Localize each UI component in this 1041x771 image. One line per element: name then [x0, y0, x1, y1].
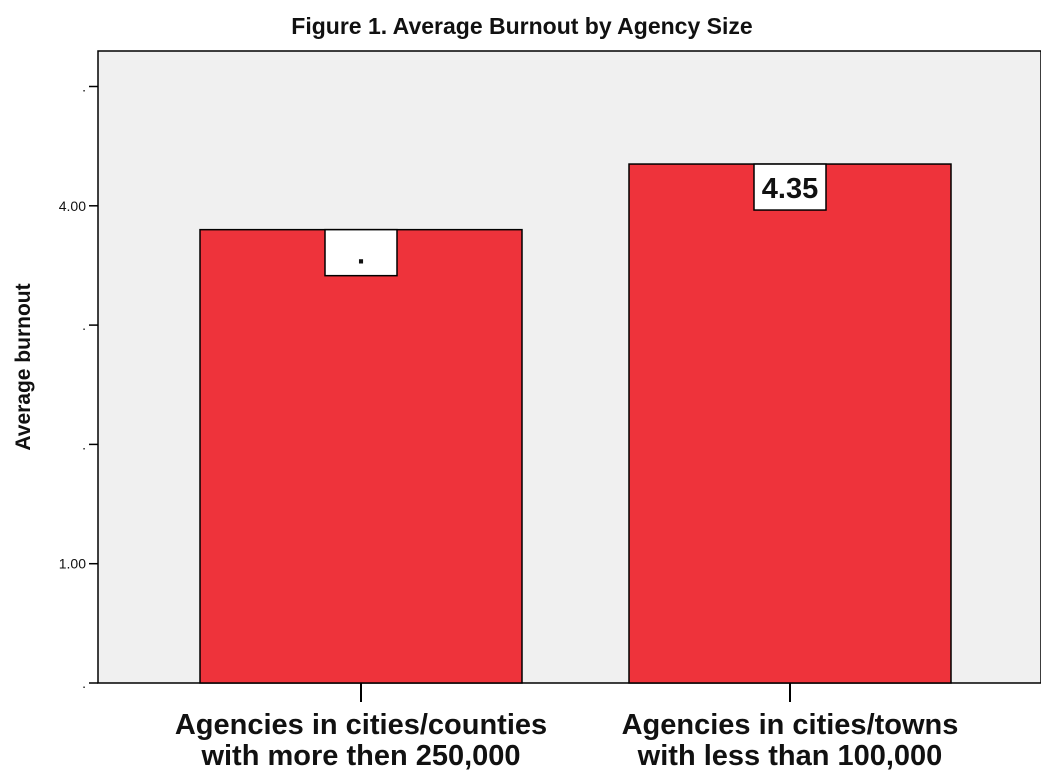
chart-title: Figure 1. Average Burnout by Agency Size	[291, 13, 752, 39]
x-category-label: with more then 250,000	[200, 740, 520, 771]
x-category-label: Agencies in cities/counties	[175, 709, 547, 741]
y-tick-label: .	[82, 436, 86, 452]
data-label-box	[753, 163, 827, 211]
y-tick-label: .	[82, 79, 86, 95]
x-category-label: with less than 100,000	[637, 740, 943, 771]
bars: . 4.35	[199, 163, 952, 684]
y-tick-label: 1.00	[59, 556, 86, 572]
y-tick-label: .	[82, 317, 86, 333]
data-label: 4.35	[762, 173, 818, 205]
y-tick-label: .	[82, 675, 86, 691]
data-label-box	[324, 228, 398, 277]
bar	[199, 228, 523, 684]
x-category-label: Agencies in cities/towns	[622, 709, 959, 741]
y-axis-ticks: . 1.00.. 4.00.	[59, 79, 98, 691]
bar	[628, 163, 952, 684]
y-axis-label: Average burnout	[12, 283, 35, 450]
y-tick-label: 4.00	[59, 198, 86, 214]
data-label: .	[357, 239, 365, 271]
